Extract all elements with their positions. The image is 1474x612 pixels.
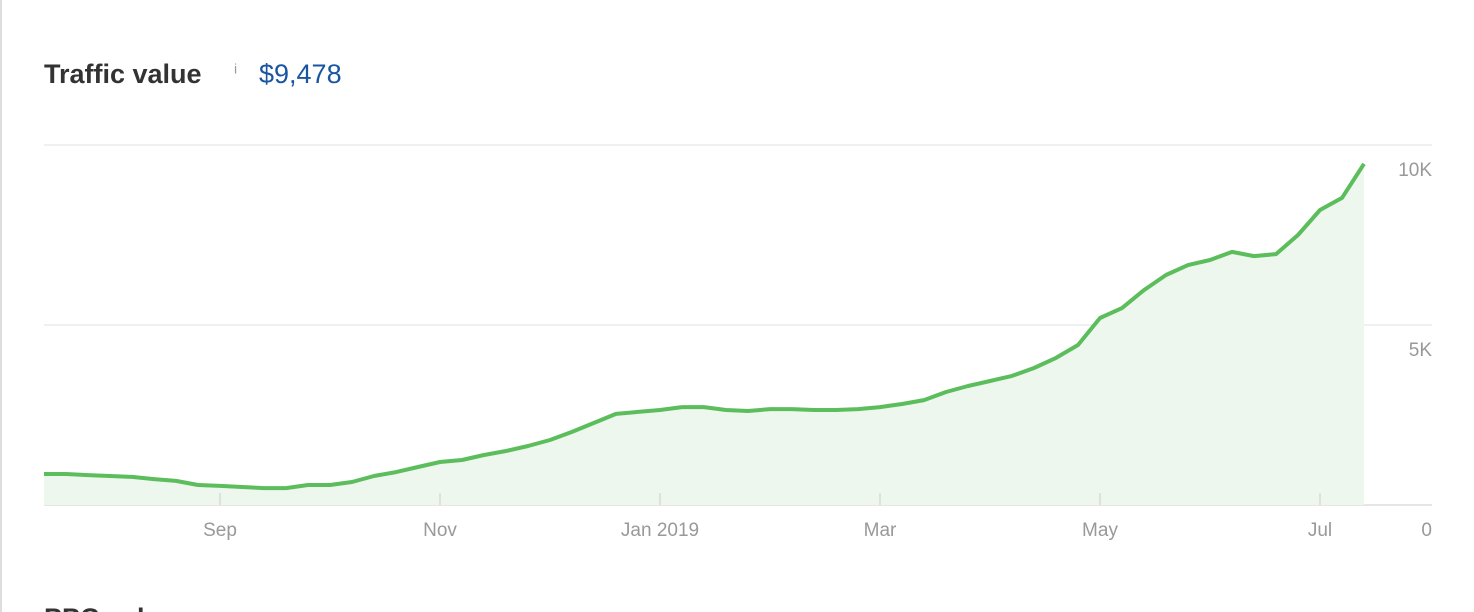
x-tick-label: Jul xyxy=(1308,520,1332,541)
section-title: PPC value xyxy=(44,603,176,612)
left-border xyxy=(0,0,2,612)
area-fill xyxy=(44,163,1364,506)
headline-value: $9,478 xyxy=(259,59,342,89)
x-tick-label: Nov xyxy=(423,520,457,541)
y-tick-label: 5K xyxy=(1409,340,1433,361)
x-tick-label: Sep xyxy=(203,520,237,541)
x-tick-label: May xyxy=(1082,520,1118,541)
chart-title: Traffic value xyxy=(44,59,202,89)
line xyxy=(44,162,1366,491)
info-icon[interactable]: i xyxy=(234,61,237,77)
y-tick-label: 0 xyxy=(1421,520,1432,541)
x-tick-label: Jan 2019 xyxy=(621,520,699,541)
x-tick-label: Mar xyxy=(864,520,897,541)
y-tick-label: 10K xyxy=(1398,160,1432,181)
